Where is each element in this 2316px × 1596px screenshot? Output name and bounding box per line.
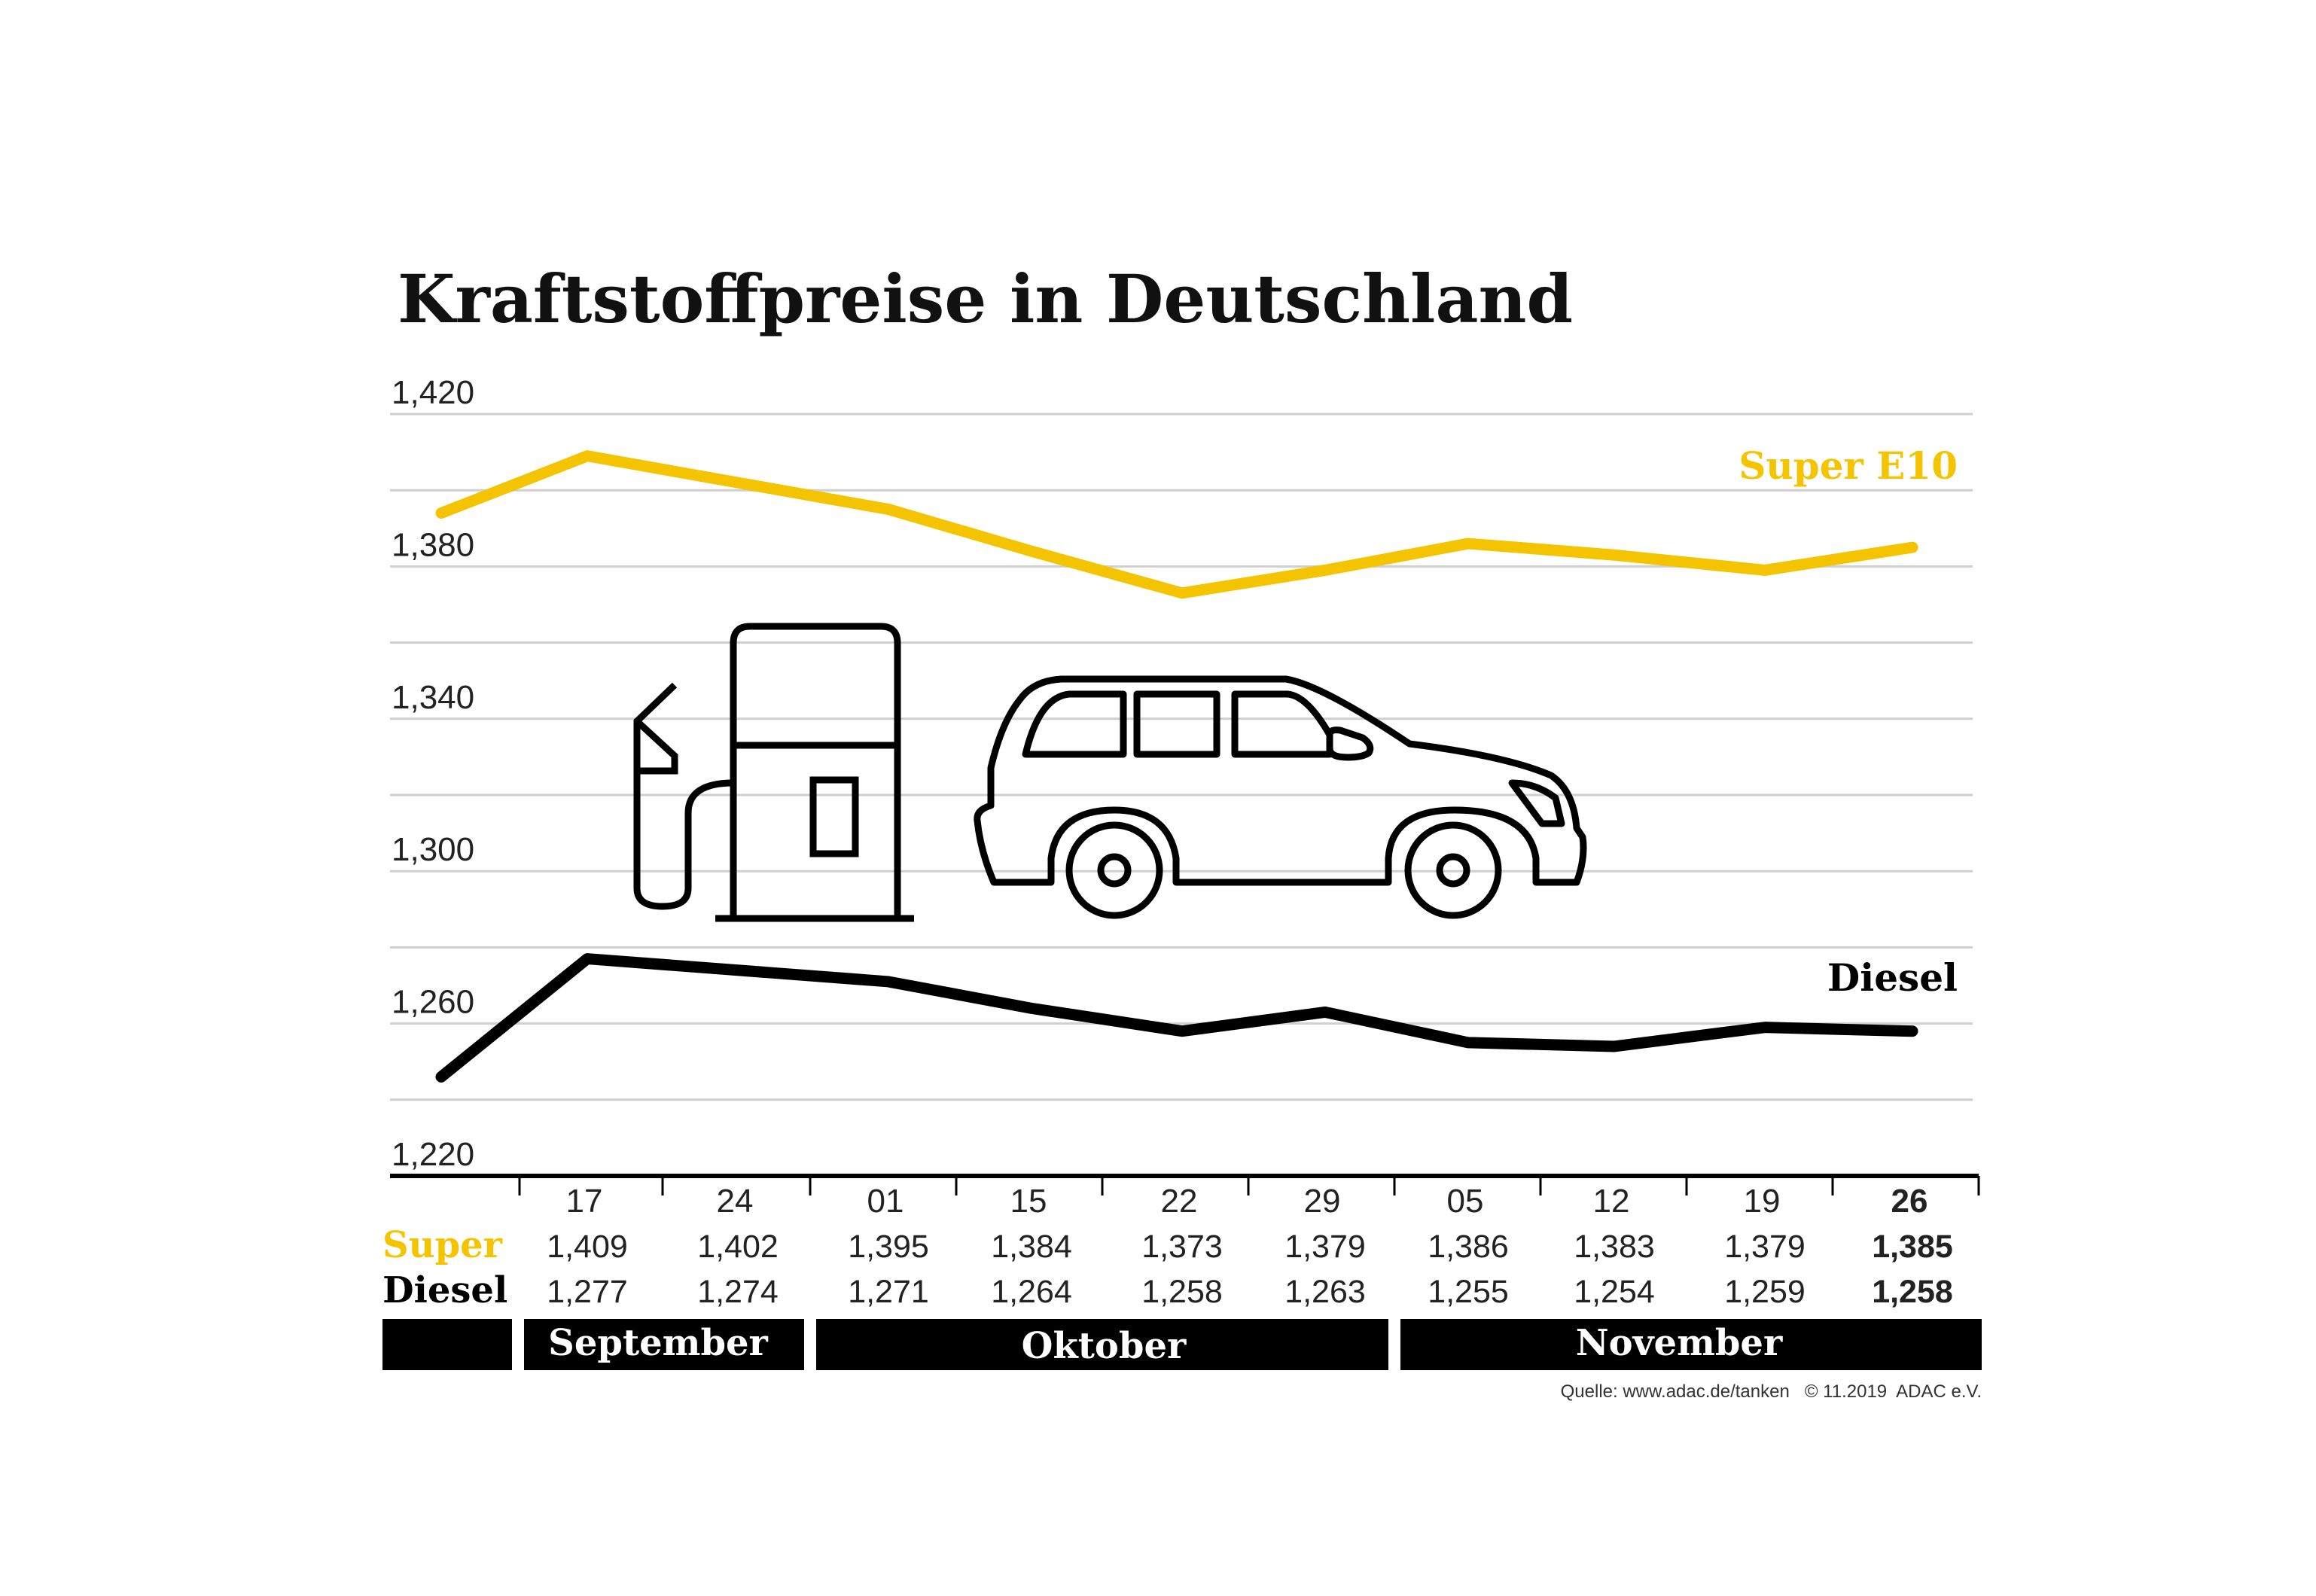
gridlines: [390, 413, 1973, 1101]
chart-title: Kraftstoffpreise in Deutschland: [398, 260, 1573, 338]
x-tick-label: 05: [1447, 1183, 1484, 1220]
x-tick-label: 17: [566, 1183, 603, 1220]
month-bar-november: [1400, 1319, 1982, 1370]
table-cell-diesel: 1,255: [1428, 1274, 1509, 1310]
table-cell-diesel: 1,277: [547, 1274, 628, 1310]
legend-diesel: Diesel: [1827, 955, 1958, 1000]
y-tick-label: 1,220: [392, 1136, 474, 1173]
month-bar-empty: [382, 1319, 512, 1370]
x-tick-label: 29: [1304, 1183, 1341, 1220]
month-label-november: November: [1576, 1322, 1783, 1364]
table-cell-diesel: 1,258: [1141, 1274, 1223, 1310]
series-line-super-e10: [435, 450, 1918, 599]
price-table: 1,409 1,402 1,395 1,384 1,373 1,379 1,386 1,383…: [547, 1229, 1953, 1310]
fuel-pump-icon: [633, 623, 914, 922]
row-label-diesel: Diesel: [382, 1269, 507, 1311]
x-tick-label: 19: [1744, 1183, 1781, 1220]
y-tick-label: 1,380: [392, 526, 474, 563]
x-tick-label: 12: [1593, 1183, 1630, 1220]
month-label-oktober: Oktober: [1022, 1325, 1187, 1367]
table-cell-super: 1,379: [1724, 1229, 1806, 1265]
row-label-super: Super: [382, 1224, 503, 1266]
table-cell-super: 1,373: [1141, 1229, 1223, 1265]
table-cell-super: 1,395: [848, 1229, 929, 1265]
table-cell-super: 1,409: [547, 1229, 628, 1265]
table-cell-diesel: 1,274: [697, 1274, 779, 1310]
month-label-september: September: [548, 1322, 768, 1364]
table-cell-super: 1,402: [697, 1229, 779, 1265]
table-cell-diesel: 1,263: [1284, 1274, 1366, 1310]
table-cell-diesel: 1,258: [1872, 1274, 1953, 1310]
x-tick-label: 01: [867, 1183, 904, 1220]
table-cell-super: 1,384: [991, 1229, 1072, 1265]
table-cell-super: 1,383: [1574, 1229, 1655, 1265]
table-cell-diesel: 1,254: [1574, 1274, 1655, 1310]
table-cell-diesel: 1,259: [1724, 1274, 1806, 1310]
x-axis-ticks: 17 24 01 15 22 29 05 12 19 26: [518, 1176, 1980, 1220]
x-tick-label: 15: [1010, 1183, 1047, 1220]
table-cell-super: 1,385: [1872, 1229, 1953, 1265]
y-tick-label: 1,420: [392, 374, 474, 411]
x-tick-label: 26: [1891, 1183, 1928, 1220]
y-tick-label: 1,260: [392, 984, 474, 1021]
table-cell-diesel: 1,264: [991, 1274, 1072, 1310]
month-bar-oktober: [816, 1319, 1388, 1370]
x-tick-label: 22: [1161, 1183, 1198, 1220]
source-note: Quelle: www.adac.de/tanken © 11.2019 ADA…: [1561, 1381, 1982, 1402]
table-cell-diesel: 1,271: [848, 1274, 929, 1310]
series-line-diesel: [435, 953, 1918, 1083]
y-axis-ticks: 1,420 1,380 1,340 1,300 1,260 1,220: [392, 374, 474, 1173]
y-tick-label: 1,340: [392, 679, 474, 716]
month-bar-september: [524, 1319, 804, 1370]
x-tick-label: 24: [717, 1183, 754, 1220]
table-cell-super: 1,386: [1428, 1229, 1509, 1265]
table-cell-super: 1,379: [1284, 1229, 1366, 1265]
car-icon: [974, 675, 1587, 919]
series-lines: [435, 450, 1918, 1083]
y-tick-label: 1,300: [392, 831, 474, 868]
legend-super-e10: Super E10: [1739, 443, 1958, 488]
